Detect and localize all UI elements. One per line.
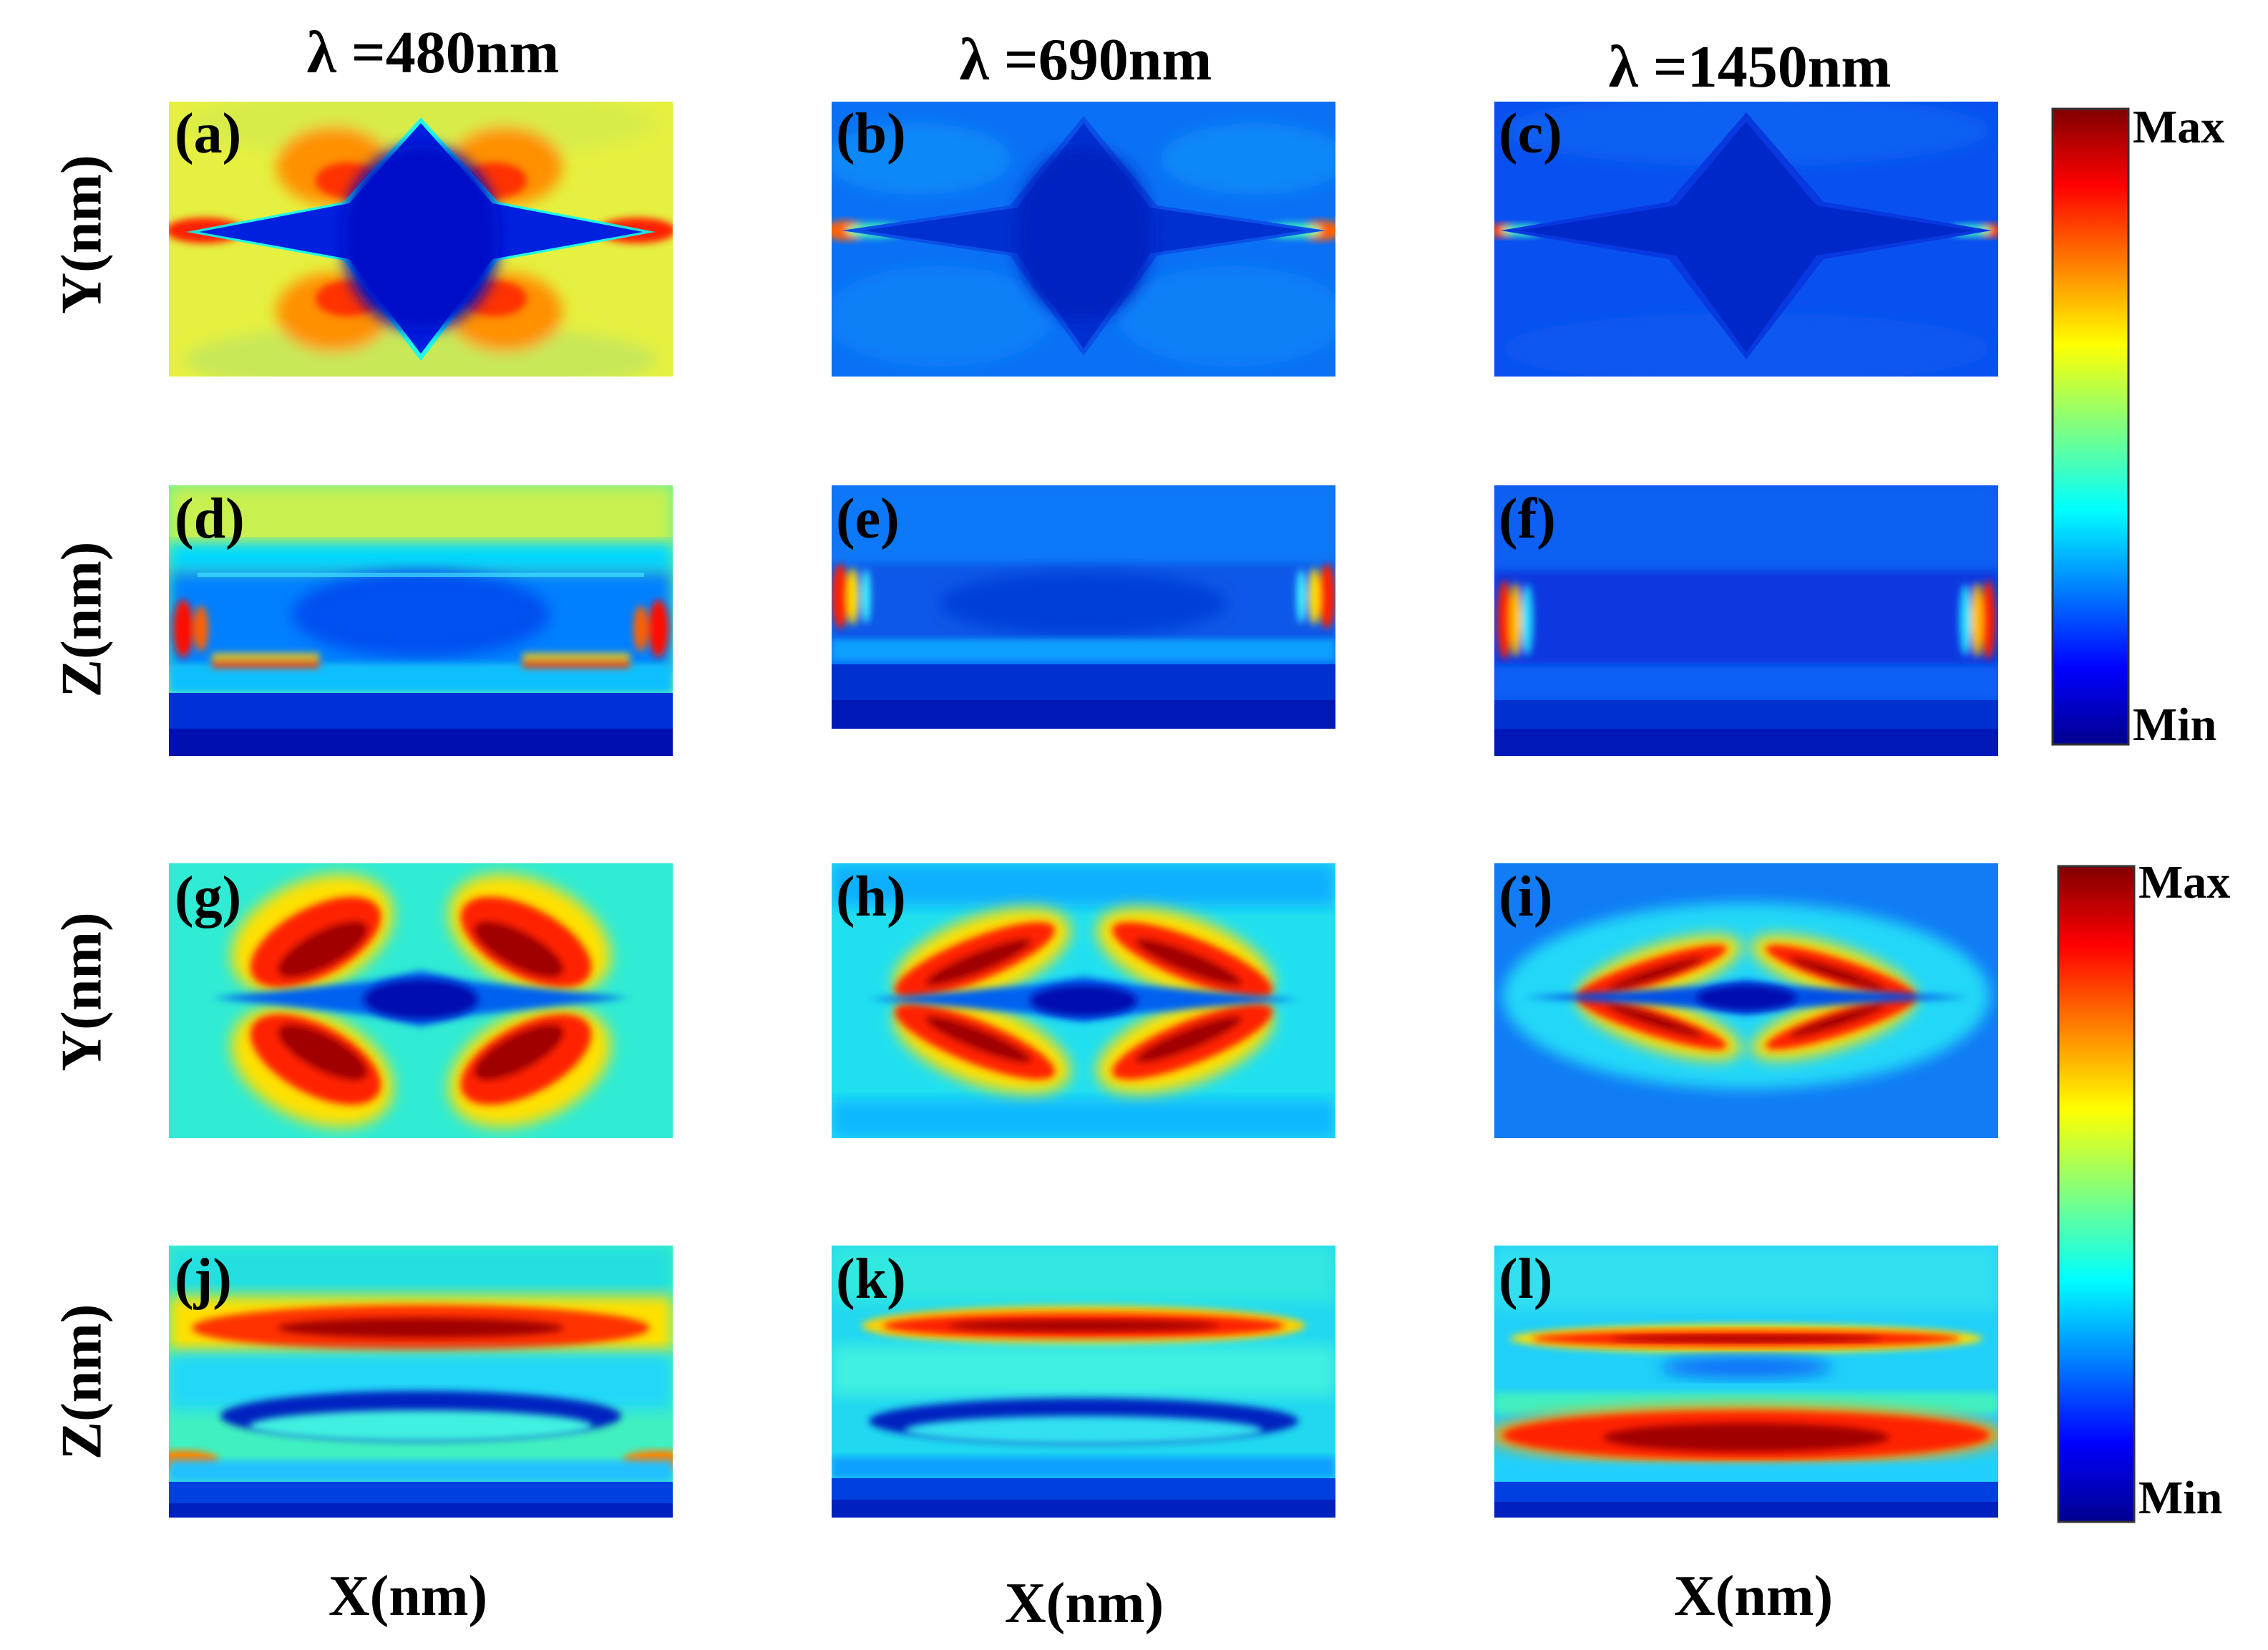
panel-label-f: (f) [1499,487,1556,550]
field-map-f [1494,485,1998,756]
panel-label-c: (c) [1499,102,1562,165]
panel-label-h: (h) [836,865,906,928]
colorbar-bottom-min-label: Min [2138,1472,2223,1524]
column-title-690nm: λ =690nm [959,26,1212,93]
row-axis-label-z-2: Z(nm) [50,1304,114,1460]
panel-label-e: (e) [836,487,900,550]
x-axis-label-690nm: X(nm) [1004,1572,1164,1635]
field-map-i [1494,863,1998,1138]
field-map-h [832,863,1335,1138]
colorbar-bottom [2057,865,2136,1523]
colorbar-top-min-label: Min [2133,699,2217,751]
colorbar-bottom-max-label: Max [2138,856,2231,908]
panel-label-a: (a) [175,102,242,165]
field-map-b [832,102,1335,377]
row-axis-label-y-2: Y(nm) [50,912,114,1072]
field-map-d [169,485,673,756]
field-map-g [169,863,673,1138]
field-map-j [169,1246,673,1518]
field-map-k [832,1246,1335,1518]
panel-label-l: (l) [1499,1248,1553,1311]
colorbar-top [2051,107,2130,746]
column-title-480nm: λ =480nm [306,19,560,86]
panel-label-k: (k) [836,1248,906,1311]
row-axis-label-z-1: Z(nm) [50,541,114,698]
colorbar-top-max-label: Max [2133,101,2225,153]
x-axis-label-1450nm: X(nm) [1673,1565,1834,1628]
field-map-l [1494,1246,1998,1518]
field-map-c [1494,102,1998,377]
row-axis-label-y-1: Y(nm) [50,155,114,314]
panel-label-i: (i) [1499,865,1553,928]
column-title-1450nm: λ =1450nm [1608,34,1892,100]
field-map-e [832,485,1335,729]
panel-label-g: (g) [175,865,242,928]
x-axis-label-480nm: X(nm) [328,1565,488,1628]
field-map-a [169,102,673,377]
panel-label-d: (d) [175,487,245,550]
panel-label-j: (j) [175,1248,232,1311]
panel-label-b: (b) [836,102,906,165]
